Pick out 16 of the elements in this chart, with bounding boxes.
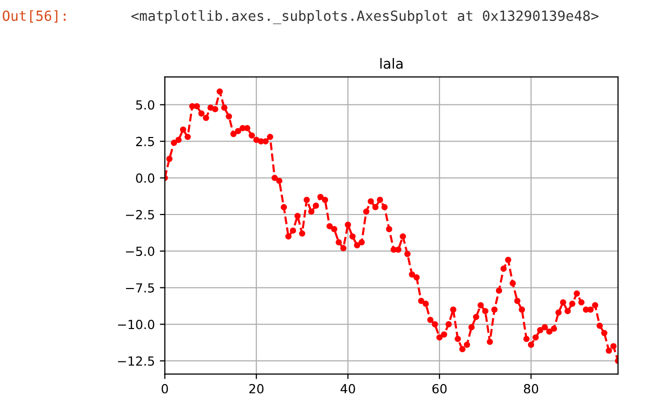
y-tick-label: −12.5 (118, 356, 154, 366)
y-tick-label: −2.5 (126, 210, 154, 220)
x-tick-label: 80 (524, 384, 538, 394)
y-tick-label: 2.5 (136, 136, 154, 146)
y-tick-label: −7.5 (126, 283, 154, 293)
x-tick-label: 20 (249, 384, 264, 394)
y-tick-label: −5.0 (126, 246, 154, 256)
x-tick-label: 60 (432, 384, 447, 394)
text: <matplotlib.axes._subplots.AxesSubplot at 0x13290139e48> (131, 10, 598, 24)
x-tick-label: 0 (162, 384, 168, 394)
chart-title: lala (380, 58, 403, 69)
text: Out[56]: (2, 10, 66, 23)
y-tick-label: 0.0 (136, 173, 154, 183)
x-tick-label: 40 (340, 384, 356, 394)
y-tick-label: 5.0 (136, 100, 154, 110)
y-tick-label: −10.0 (118, 320, 154, 330)
